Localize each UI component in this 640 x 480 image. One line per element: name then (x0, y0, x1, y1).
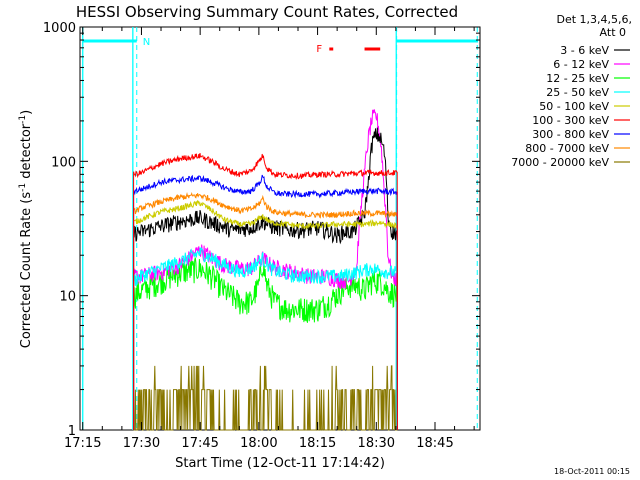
series-line-6 (133, 174, 398, 431)
legend-label-6: 300 - 800 keV (532, 128, 609, 141)
series-line-0 (133, 127, 398, 431)
x-tick-label-2: 17:45 (181, 436, 218, 451)
chart-title: HESSI Observing Summary Count Rates, Cor… (76, 3, 458, 21)
y-axis-label-sup2: -1 (18, 115, 28, 124)
y-axis-label: Corrected Count Rate (s-1 detector-1) (18, 110, 34, 348)
legend-header-2: Att 0 (600, 26, 626, 39)
series-layer (133, 109, 398, 431)
tick-layer: 17:15 17:30 17:45 18:00 18:15 18:30 18:45 1 10 10… (43, 21, 480, 451)
y-tick-label-3: 1000 (43, 21, 76, 36)
x-axis-label: Start Time (12-Oct-11 17:14:42) (175, 456, 385, 471)
legend-label-4: 50 - 100 keV (539, 100, 609, 113)
y-axis-label-prefix: Corrected Count Rate (s (19, 192, 34, 349)
series-line-7 (133, 191, 398, 431)
series-line-1 (133, 109, 398, 431)
flare-label: F (316, 44, 322, 55)
y-tick-label-0: 1 (68, 424, 76, 439)
series-line-4 (133, 199, 398, 431)
series-line-2 (133, 257, 398, 431)
y-tick-label-1: 10 (59, 290, 76, 305)
legend-label-2: 12 - 25 keV (546, 72, 609, 85)
x-tick-label-0: 17:15 (64, 436, 101, 451)
legend-header-1: Det 1,3,4,5,6, (556, 13, 632, 26)
series-line-5 (133, 153, 398, 431)
x-tick-label-3: 18:00 (240, 436, 277, 451)
y-axis-label-mid: detector (19, 123, 34, 183)
series-line-8 (133, 365, 398, 431)
legend-label-5: 100 - 300 keV (532, 114, 609, 127)
legend-label-7: 800 - 7000 keV (525, 142, 609, 155)
legend-label-0: 3 - 6 keV (560, 44, 609, 57)
legend-label-1: 6 - 12 keV (553, 58, 609, 71)
marker-layer: NF (82, 27, 479, 430)
y-tick-label-2: 100 (51, 155, 76, 170)
series-line-3 (133, 247, 398, 431)
night-label: N (143, 37, 150, 48)
x-tick-label-5: 18:30 (358, 436, 395, 451)
y-axis-label-suffix: ) (19, 110, 34, 115)
x-tick-label-1: 17:30 (123, 436, 160, 451)
x-tick-label-6: 18:45 (416, 436, 453, 451)
legend-label-8: 7000 - 20000 keV (511, 156, 609, 169)
footer-date: 18-Oct-2011 00:15 (554, 467, 630, 476)
y-axis-label-sup1: -1 (18, 183, 28, 192)
x-tick-label-4: 18:15 (299, 436, 336, 451)
legend-label-3: 25 - 50 keV (546, 86, 609, 99)
